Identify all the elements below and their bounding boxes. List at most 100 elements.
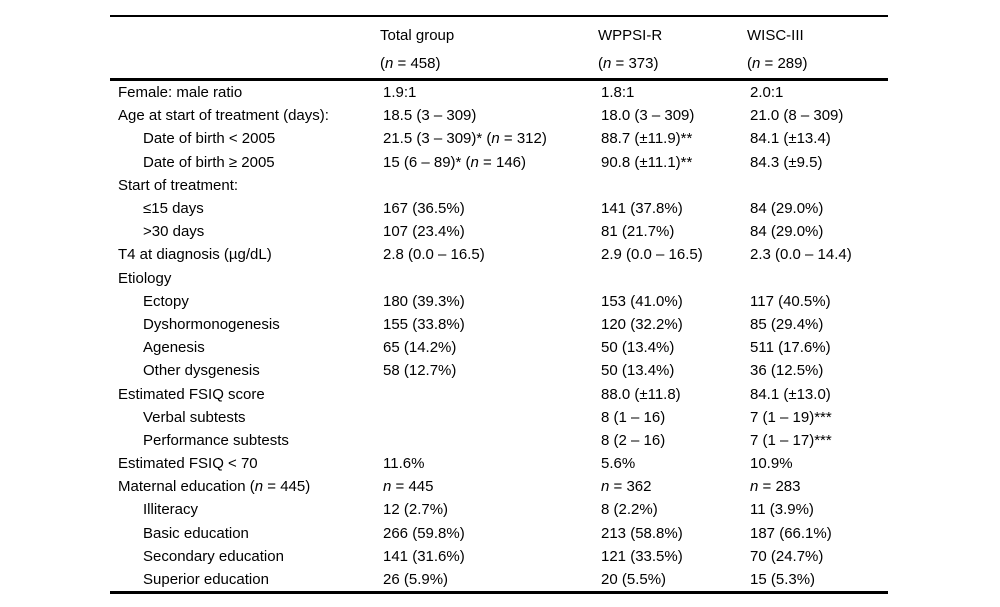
row-label: Agenesis (143, 339, 205, 357)
row-value: 141 (37.8%) (601, 200, 683, 218)
row-value: 18.5 (3 – 309) (383, 107, 477, 125)
row-value: 117 (40.5%) (750, 292, 831, 310)
table-row: Ectopy 180 (39.3%) 153 (41.0%) 117 (40.5%) (110, 290, 888, 313)
row-value: 84.1 (±13.4) (750, 130, 831, 148)
table-header-rule (110, 78, 888, 81)
table-row: Superior education 26 (5.9%) 20 (5.5%) 15 (… (110, 568, 888, 591)
table-row: Verbal subtests 8 (1 – 16) 7 (1 – 19)*** (110, 406, 888, 429)
column-sample-size: (n = 373) (598, 54, 659, 72)
row-value: 21.5 (3 – 309)* (n = 312) (383, 130, 547, 148)
row-value: 70 (24.7%) (750, 547, 824, 565)
row-value: 10.9% (750, 455, 793, 473)
table-row: >30 days 107 (23.4%) 81 (21.7%) 84 (29.0%) (110, 220, 888, 243)
row-value: 11 (3.9%) (750, 501, 814, 519)
row-value: 120 (32.2%) (601, 315, 683, 333)
row-label: Date of birth ≥ 2005 (143, 153, 275, 171)
row-value: 121 (33.5%) (601, 547, 683, 565)
row-value: 20 (5.5%) (601, 571, 667, 589)
table-bottom-rule (110, 591, 888, 594)
row-value: 84.1 (±13.0) (750, 385, 831, 403)
table-row: Estimated FSIQ < 70 11.6% 5.6% 10.9% (110, 452, 888, 475)
row-value: 88.0 (±11.8) (601, 385, 681, 403)
row-value: 5.6% (601, 455, 636, 473)
row-value: 36 (12.5%) (750, 362, 824, 380)
row-value: 84 (29.0%) (750, 200, 824, 218)
row-value: 2.8 (0.0 – 16.5) (383, 246, 485, 264)
row-label: Estimated FSIQ score (118, 385, 265, 403)
row-value: 213 (58.8%) (601, 524, 683, 542)
row-value: 85 (29.4%) (750, 315, 824, 333)
row-value: 2.9 (0.0 – 16.5) (601, 246, 703, 264)
row-value: 18.0 (3 – 309) (601, 107, 695, 125)
row-label: Verbal subtests (143, 408, 246, 426)
row-label: Age at start of treatment (days): (118, 107, 329, 125)
row-value: 21.0 (8 – 309) (750, 107, 844, 125)
row-value: 107 (23.4%) (383, 223, 465, 241)
row-label: Illiteracy (143, 501, 199, 519)
row-value: n = 362 (601, 478, 652, 496)
row-value: 8 (1 – 16) (601, 408, 666, 426)
table-row: Start of treatment: (110, 174, 888, 197)
row-value: 8 (2.2%) (601, 501, 658, 519)
column-title: WPPSI-R (598, 26, 663, 44)
table-row: Age at start of treatment (days): 18.5 (3… (110, 104, 888, 127)
row-label: Start of treatment: (118, 176, 239, 194)
table-row: Etiology (110, 267, 888, 290)
row-label: Other dysgenesis (143, 362, 260, 380)
row-value: 2.3 (0.0 – 14.4) (750, 246, 852, 264)
table-row: Date of birth ≥ 2005 15 (6 – 89)* (n = 14… (110, 151, 888, 174)
row-value: 1.8:1 (601, 84, 635, 102)
row-label: Etiology (118, 269, 172, 287)
table-row: Agenesis 65 (14.2%) 50 (13.4%) 511 (17.6%) (110, 336, 888, 359)
column-sample-size: (n = 289) (747, 54, 808, 72)
row-value: 12 (2.7%) (383, 501, 449, 519)
row-value: 88.7 (±11.9)** (601, 130, 693, 148)
row-label: Estimated FSIQ < 70 (118, 455, 258, 473)
row-label: ≤15 days (143, 200, 204, 218)
row-label: Performance subtests (143, 431, 289, 449)
row-value: 153 (41.0%) (601, 292, 683, 310)
table-row: Performance subtests 8 (2 – 16) 7 (1 – 17)… (110, 429, 888, 452)
header-cell-wppsi-r: WPPSI-R (n = 373) (598, 22, 747, 79)
row-value: 155 (33.8%) (383, 315, 465, 333)
header-cell-wisc-iii: WISC-III (n = 289) (747, 22, 888, 79)
row-value: 180 (39.3%) (383, 292, 465, 310)
row-label: T4 at diagnosis (µg/dL) (118, 246, 272, 264)
row-value: 81 (21.7%) (601, 223, 675, 241)
table-row: T4 at diagnosis (µg/dL) 2.8 (0.0 – 16.5) 2… (110, 243, 888, 266)
table-row: Dyshormonogenesis 155 (33.8%) 120 (32.2%) 8… (110, 313, 888, 336)
table-header-row: Total group (n = 458) WPPSI-R (n = 373) … (110, 17, 888, 79)
table-row: Maternal education (n = 445) n = 445 n = 3… (110, 475, 888, 498)
row-value: 50 (13.4%) (601, 362, 675, 380)
row-label: Female: male ratio (118, 84, 243, 102)
row-value: n = 445 (383, 478, 434, 496)
row-label: Superior education (143, 571, 269, 589)
table-row: Secondary education 141 (31.6%) 121 (33.5%… (110, 545, 888, 568)
row-value: 8 (2 – 16) (601, 431, 666, 449)
row-label: Ectopy (143, 292, 189, 310)
header-cell-empty (110, 22, 380, 79)
row-value: 7 (1 – 19)*** (750, 408, 832, 426)
table-body: Female: male ratio 1.9:1 1.8:1 2.0:1 Age at … (110, 81, 888, 591)
table-row: Estimated FSIQ score 88.0 (±11.8) 84.1 (±1… (110, 382, 888, 405)
table-row: Basic education 266 (59.8%) 213 (58.8%) 187… (110, 522, 888, 545)
row-value: 84 (29.0%) (750, 223, 824, 241)
row-value: 11.6% (383, 455, 425, 473)
row-label: Secondary education (143, 547, 284, 565)
table-row: Illiteracy 12 (2.7%) 8 (2.2%) 11 (3.9%) (110, 498, 888, 521)
row-label: >30 days (143, 223, 205, 241)
row-value: 65 (14.2%) (383, 339, 457, 357)
row-value: 141 (31.6%) (383, 547, 465, 565)
row-value: 511 (17.6%) (750, 339, 831, 357)
table-top-rule (110, 15, 888, 17)
table-row: Other dysgenesis 58 (12.7%) 50 (13.4%) 36 (… (110, 359, 888, 382)
row-value: 15 (6 – 89)* (n = 146) (383, 153, 527, 171)
row-label: Dyshormonogenesis (143, 315, 280, 333)
row-value: 50 (13.4%) (601, 339, 675, 357)
row-value: 1.9:1 (383, 84, 417, 102)
row-value: 167 (36.5%) (383, 200, 465, 218)
column-title: Total group (380, 26, 455, 44)
row-value: 26 (5.9%) (383, 571, 449, 589)
row-value: 90.8 (±11.1)** (601, 153, 693, 171)
column-title: WISC-III (747, 26, 804, 44)
